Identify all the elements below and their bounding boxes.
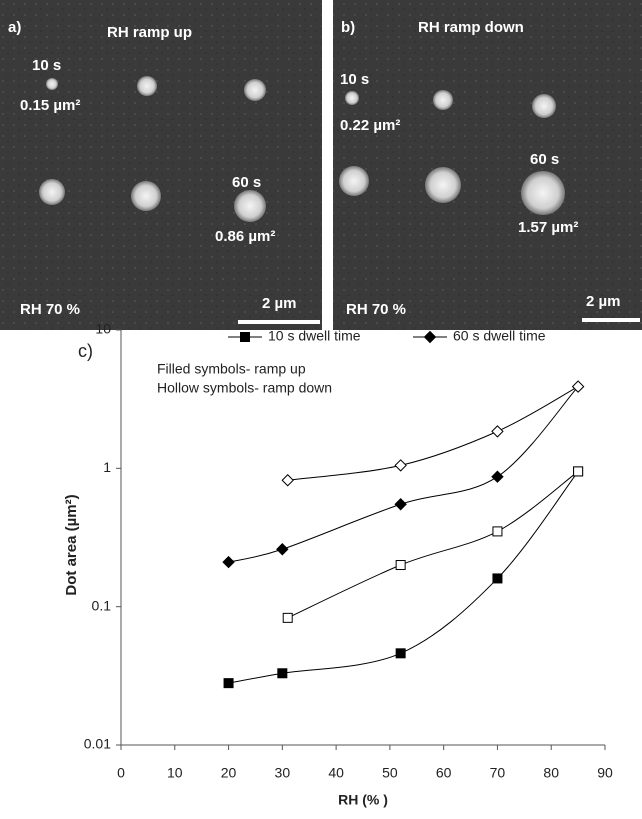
panel-title: RH ramp up	[107, 24, 192, 41]
marker	[492, 573, 503, 584]
marker	[281, 474, 294, 487]
micrograph-a: a) RH ramp up 10 s 0.15 µm² 60 s 0.86 µm…	[0, 0, 322, 330]
marker	[395, 560, 406, 571]
marker	[222, 555, 235, 569]
annotation: 0.86 µm²	[215, 228, 275, 245]
marker	[395, 648, 406, 659]
x-tick-label: 50	[382, 765, 398, 781]
micrograph-b: b) RH ramp down 10 s 0.22 µm² 60 s 1.57 …	[333, 0, 642, 330]
annotation: 60 s	[232, 174, 261, 191]
marker	[573, 466, 584, 477]
x-tick-label: 90	[597, 765, 613, 781]
marker	[571, 380, 585, 393]
annotation: 10 s	[32, 57, 61, 74]
marker	[394, 498, 407, 511]
marker	[394, 459, 407, 472]
marker	[491, 470, 504, 483]
y-tick-label: 1	[103, 459, 111, 475]
marker	[240, 332, 250, 342]
y-tick-label: 10	[95, 321, 111, 337]
x-axis-title: RH (% )	[338, 792, 388, 808]
x-tick-label: 20	[221, 765, 237, 781]
marker	[491, 425, 504, 438]
annotation: RH 70 %	[346, 301, 406, 318]
x-tick-label: 40	[328, 765, 344, 781]
annotation: Filled symbols- ramp up	[157, 361, 306, 377]
panel-label: a)	[8, 19, 21, 36]
marker	[423, 330, 437, 344]
x-tick-label: 80	[543, 765, 559, 781]
y-axis-title: Dot area (µm²)	[63, 494, 80, 595]
panel-label: b)	[341, 19, 355, 36]
annotation: 10 s	[340, 71, 369, 88]
panel-title: RH ramp down	[418, 19, 524, 36]
marker	[223, 678, 234, 689]
marker	[492, 526, 503, 537]
annotation: Hollow symbols- ramp down	[157, 380, 332, 396]
series-line	[287, 386, 579, 481]
legend-label: 10 s dwell time	[268, 328, 361, 344]
series-line	[228, 386, 579, 563]
annotation: 0.15 µm²	[20, 97, 80, 114]
x-tick-label: 70	[490, 765, 506, 781]
y-tick-label: 0.01	[84, 736, 111, 752]
scale-label: 2 µm	[262, 295, 297, 312]
y-tick-label: 0.1	[92, 597, 112, 613]
panel-label: c)	[78, 341, 93, 361]
series-line	[287, 471, 579, 619]
x-tick-label: 60	[436, 765, 452, 781]
x-tick-label: 10	[167, 765, 183, 781]
annotation: 60 s	[530, 151, 559, 168]
marker	[282, 612, 293, 623]
x-tick-label: 0	[117, 765, 125, 781]
x-tick-label: 30	[275, 765, 291, 781]
annotation: 1.57 µm²	[518, 219, 578, 236]
marker	[277, 668, 288, 679]
legend-label: 60 s dwell time	[453, 328, 546, 344]
marker	[276, 543, 289, 556]
annotation: RH 70 %	[20, 301, 80, 318]
scale-label: 2 µm	[586, 293, 621, 310]
annotation: 0.22 µm²	[340, 117, 400, 134]
